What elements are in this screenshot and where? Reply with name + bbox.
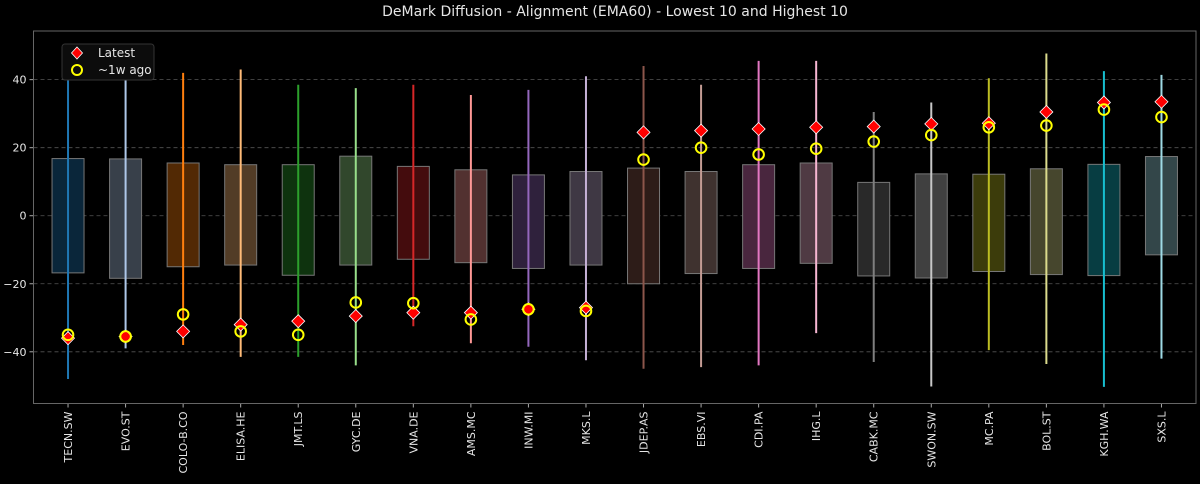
y-tick-label: 40 <box>13 74 27 87</box>
marks <box>51 45 1178 387</box>
latest-point-SXS.L <box>1154 94 1169 109</box>
week-ago-point-JMT.LS <box>291 328 305 342</box>
week-ago-point-GYC.DE <box>349 296 363 309</box>
week-ago-point-KGH.WA <box>1097 103 1111 116</box>
week-ago-point-EVO.ST <box>119 330 132 343</box>
x-tick-label: SXS.L <box>1155 411 1168 443</box>
week-ago-point-SWON.SW <box>924 128 938 142</box>
latest-point-JDEP.AS <box>636 125 651 140</box>
week-ago-point-COLO-B.CO <box>176 308 190 321</box>
x-tick-label: IHG.L <box>810 411 823 442</box>
week-ago-point-TECN.SW <box>61 328 75 342</box>
legend-box <box>61 43 155 81</box>
latest-point-CDI.PA <box>751 121 766 137</box>
latest-point-COLO-B.CO <box>176 324 191 339</box>
week-ago-point-CDI.PA <box>752 148 765 161</box>
week-ago-point-BOL.ST <box>1040 119 1053 132</box>
y-tick-label: 20 <box>13 142 27 155</box>
plot-frame <box>33 30 1197 404</box>
y-tick-label: −20 <box>3 278 26 291</box>
latest-point-SWON.SW <box>924 116 939 131</box>
x-tick-label: EVO.ST <box>120 411 133 451</box>
week-ago-point-EBS.VI <box>694 141 708 154</box>
week-ago-point-INW.MI <box>522 302 535 316</box>
week-ago-point-MC.PA <box>982 120 996 134</box>
x-tick-label: COLO-B.CO <box>177 411 190 473</box>
x-axis: TECN.SW EVO.ST COLO-B.CO ELISA.HE JMT.LS GYC.… <box>62 403 1168 474</box>
latest-point-MKS.L <box>578 300 594 315</box>
legend: Latest ~1w ago <box>61 43 155 81</box>
week-ago-point-JDEP.AS <box>637 153 650 166</box>
x-tick-label: SWON.SW <box>925 411 938 467</box>
x-tick-label: EBS.VI <box>695 412 708 448</box>
y-tick-label: −40 <box>3 346 26 359</box>
latest-point-CABK.MC <box>866 119 881 134</box>
latest-point-BOL.ST <box>1039 104 1054 120</box>
latest-point-MC.PA <box>981 116 996 131</box>
x-tick-label: CDI.PA <box>753 411 766 448</box>
legend-week-ago-label: ~1w ago <box>98 63 152 77</box>
y-tick-label: 0 <box>20 210 27 223</box>
x-tick-label: AMS.MC <box>465 411 478 456</box>
latest-point-ELISA.HE <box>233 317 248 332</box>
week-ago-point-CABK.MC <box>867 135 881 148</box>
y-axis: −40 −20 0 20 40 <box>3 74 34 359</box>
legend-latest-label: Latest <box>98 46 135 60</box>
latest-point-IHG.L <box>809 120 824 135</box>
week-ago-point-IHG.L <box>809 142 823 156</box>
x-tick-label: MC.PA <box>983 411 996 446</box>
latest-point-JMT.LS <box>291 314 306 329</box>
x-tick-label: TECN.SW <box>62 411 75 463</box>
x-tick-label: GYC.DE <box>350 411 363 452</box>
x-tick-label: JMT.LS <box>292 411 305 447</box>
week-ago-point-MKS.L <box>579 304 593 318</box>
x-tick-label: KGH.WA <box>1098 411 1111 457</box>
week-ago-point-VNA.DE <box>407 296 420 310</box>
x-tick-label: CABK.MC <box>868 411 881 462</box>
week-ago-point-SXS.L <box>1155 110 1168 124</box>
legend-latest-diamond-icon <box>70 46 84 60</box>
x-tick-label: BOL.ST <box>1040 411 1053 451</box>
grid <box>33 79 1196 353</box>
week-ago-point-ELISA.HE <box>234 325 247 338</box>
legend-week-ago-circle-icon <box>71 64 83 76</box>
x-tick-label: VNA.DE <box>407 411 420 453</box>
x-tick-label: JDEP.AS <box>638 411 651 454</box>
latest-point-EBS.VI <box>694 123 709 138</box>
latest-point-VNA.DE <box>406 305 421 320</box>
latest-point-GYC.DE <box>348 309 363 324</box>
x-tick-label: INW.MI <box>522 412 535 449</box>
chart-title: DeMark Diffusion - Alignment (EMA60) - L… <box>382 4 848 20</box>
x-tick-label: ELISA.HE <box>235 411 248 461</box>
week-ago-point-AMS.MC <box>464 313 478 326</box>
x-tick-label: MKS.L <box>580 411 593 445</box>
